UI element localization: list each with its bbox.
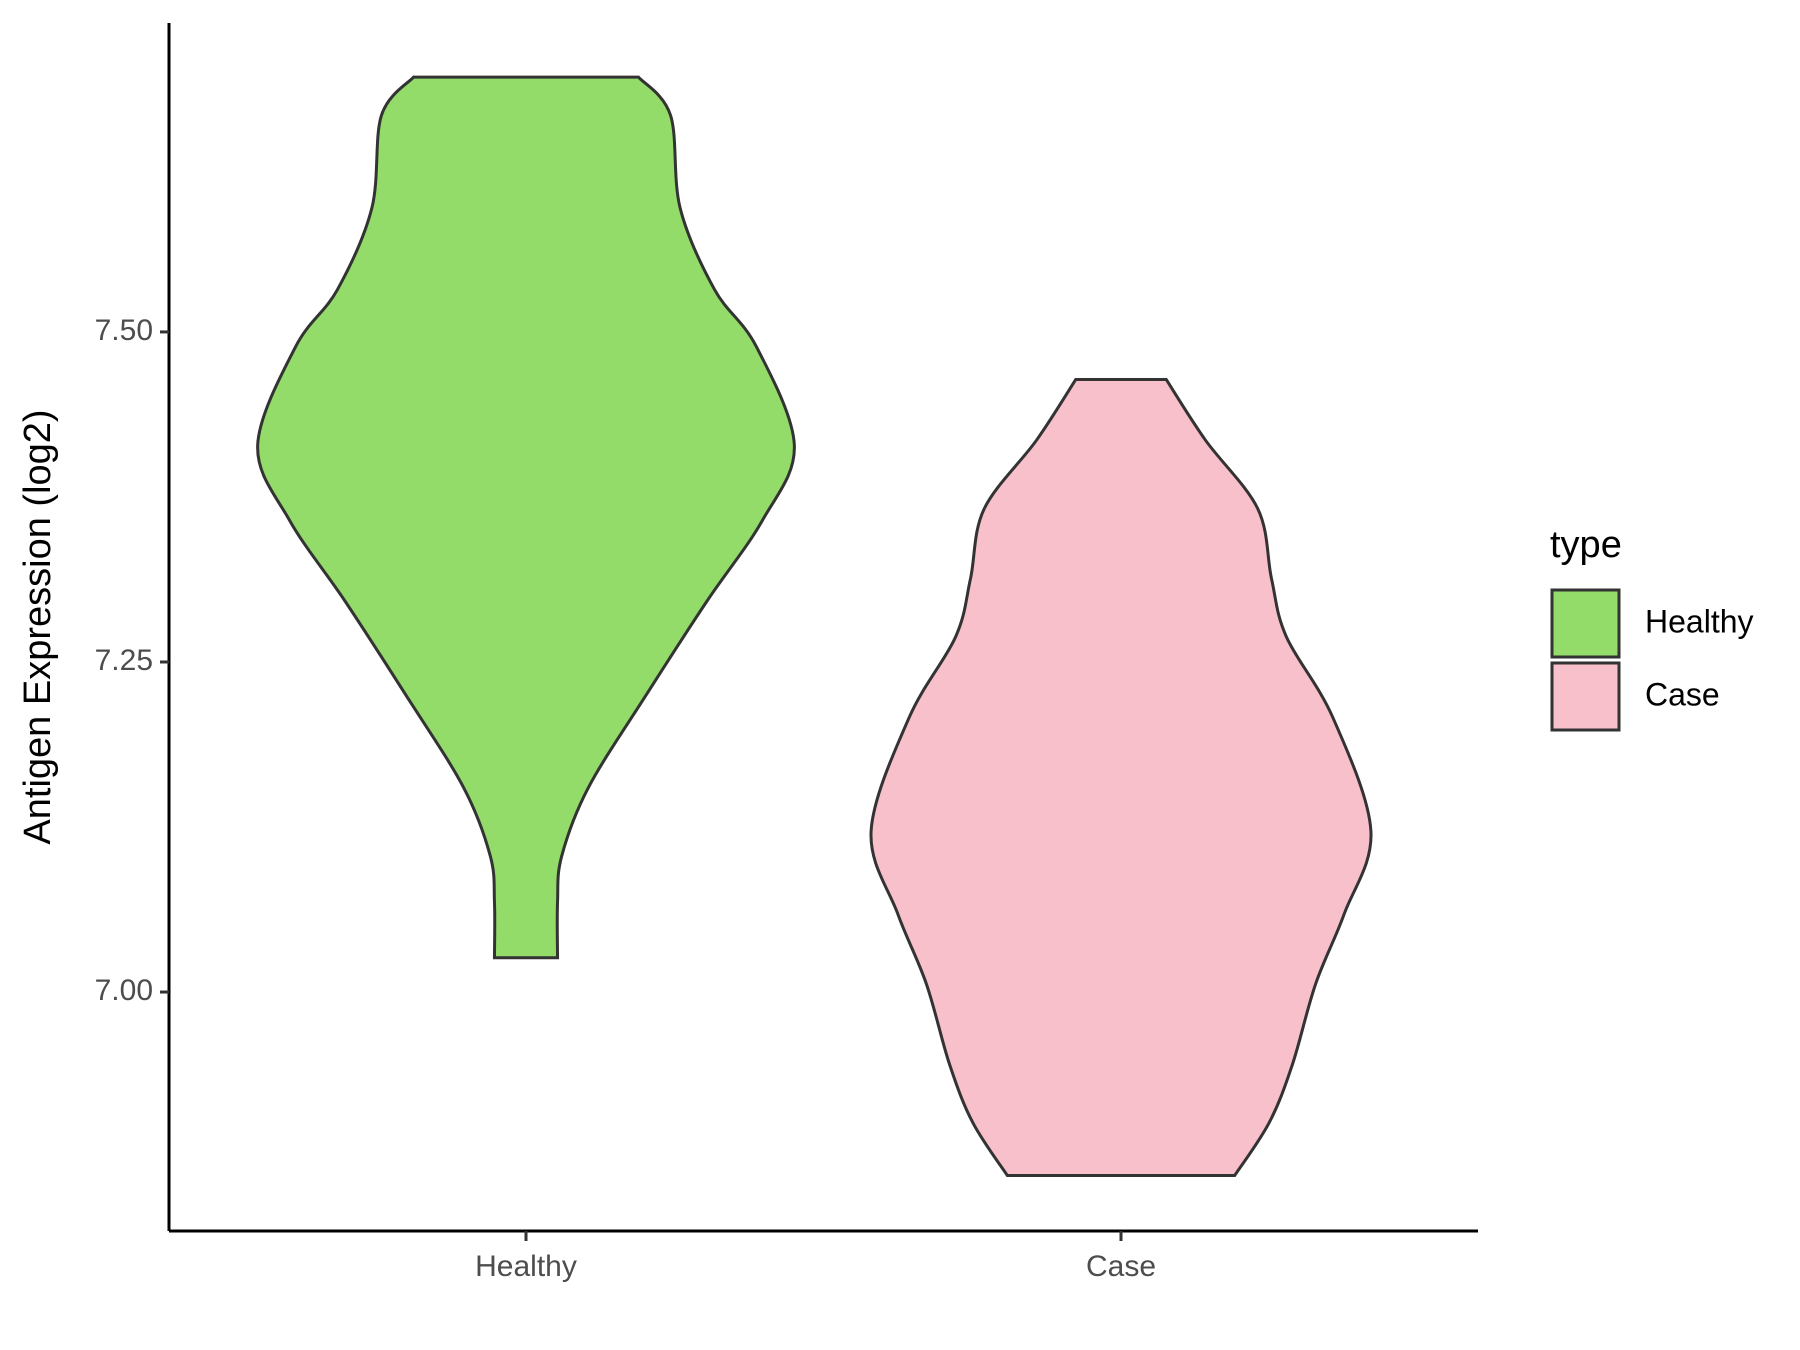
violin [256, 75, 796, 960]
legend-key [1550, 661, 1621, 732]
legend-label: Case [1645, 676, 1720, 712]
legend-title: type [1550, 524, 1622, 566]
y-tick-label: 7.00 [95, 974, 153, 1007]
violin [869, 377, 1373, 1178]
legend-key [1550, 588, 1621, 659]
y-tick-label: 7.25 [95, 644, 153, 677]
x-tick-label: Healthy [475, 1250, 577, 1283]
x-tick-label: Case [1086, 1250, 1156, 1283]
y-tick-label: 7.50 [95, 314, 153, 347]
legend-label: Healthy [1645, 603, 1754, 639]
y-axis-title: Antigen Expression (log2) [17, 409, 59, 844]
